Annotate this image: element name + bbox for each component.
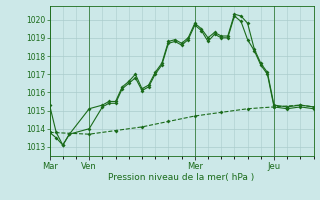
X-axis label: Pression niveau de la mer( hPa ): Pression niveau de la mer( hPa ) xyxy=(108,173,255,182)
